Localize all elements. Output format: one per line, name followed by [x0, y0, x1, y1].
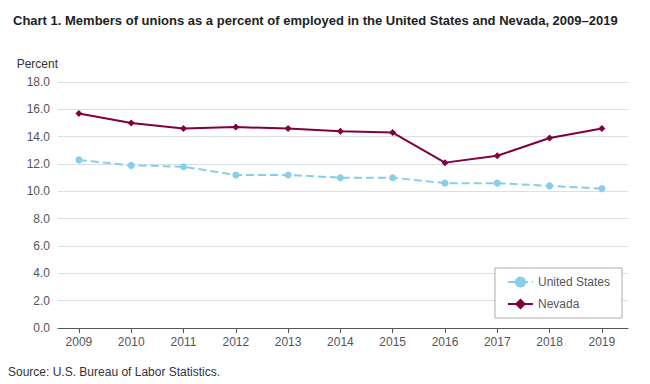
svg-text:8.0: 8.0 — [33, 212, 50, 226]
svg-text:6.0: 6.0 — [33, 239, 50, 253]
svg-text:2009: 2009 — [66, 335, 93, 349]
svg-text:2019: 2019 — [589, 335, 616, 349]
svg-text:2018: 2018 — [536, 335, 563, 349]
svg-text:18.0: 18.0 — [27, 75, 51, 89]
svg-text:Nevada: Nevada — [538, 297, 580, 311]
svg-text:10.0: 10.0 — [27, 184, 51, 198]
svg-text:14.0: 14.0 — [27, 130, 51, 144]
svg-text:2014: 2014 — [327, 335, 354, 349]
svg-text:2017: 2017 — [484, 335, 511, 349]
svg-text:2013: 2013 — [275, 335, 302, 349]
svg-text:2011: 2011 — [171, 335, 197, 349]
svg-text:2010: 2010 — [118, 335, 145, 349]
svg-text:2015: 2015 — [379, 335, 406, 349]
svg-text:16.0: 16.0 — [27, 102, 51, 116]
svg-text:2.0: 2.0 — [33, 294, 50, 308]
svg-text:Source: U.S. Bureau of Labor S: Source: U.S. Bureau of Labor Statistics. — [8, 365, 220, 379]
svg-text:12.0: 12.0 — [27, 157, 51, 171]
svg-text:Percent: Percent — [17, 57, 59, 71]
svg-text:Chart 1. Members of unions as: Chart 1. Members of unions as a percent … — [13, 13, 618, 28]
svg-text:0.0: 0.0 — [33, 321, 50, 335]
svg-text:United States: United States — [538, 275, 610, 289]
svg-text:4.0: 4.0 — [33, 266, 50, 280]
svg-text:2012: 2012 — [222, 335, 249, 349]
svg-text:2016: 2016 — [432, 335, 459, 349]
